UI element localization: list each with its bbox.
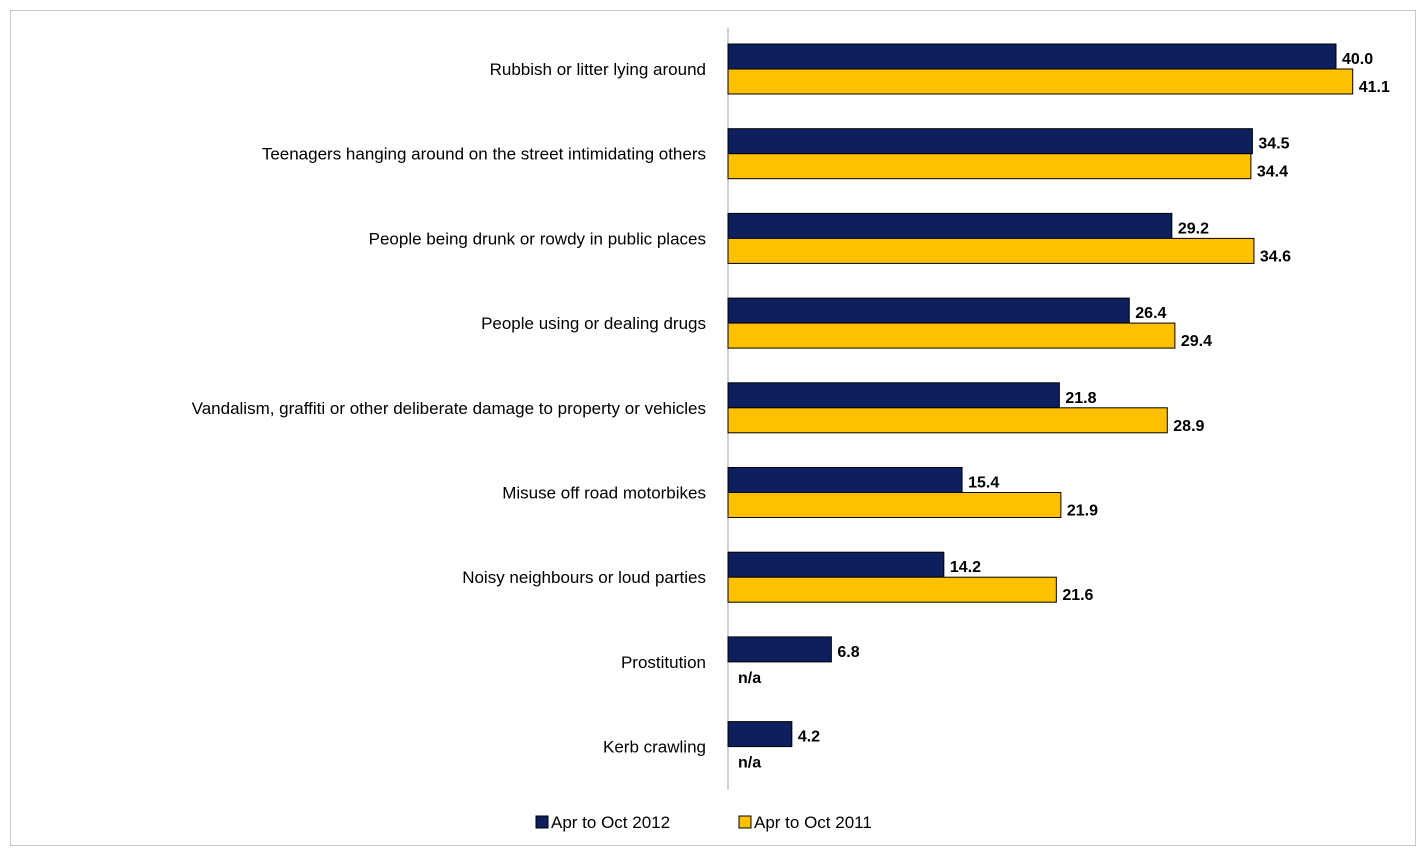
data-label: 21.8	[1065, 390, 1096, 407]
bar-series-2	[727, 153, 1252, 180]
category-label: Noisy neighbours or loud parties	[462, 568, 706, 587]
data-label: 34.5	[1258, 136, 1289, 153]
category-label: Prostitution	[621, 653, 706, 672]
legend-label: Apr to Oct 2012	[551, 813, 670, 832]
bar-series-2	[727, 492, 1062, 518]
data-label-na: n/a	[738, 755, 761, 772]
data-label: 41.1	[1359, 79, 1390, 96]
legend-label: Apr to Oct 2011	[754, 813, 872, 832]
data-label: 21.9	[1067, 503, 1098, 520]
legend: Apr to Oct 2012 Apr to Oct 2011	[535, 813, 872, 832]
chart-marks: Rubbish or litter lying around 40.0 41.1 Te…	[192, 43, 1390, 772]
bar-series-1	[727, 636, 832, 663]
data-label: 21.6	[1062, 587, 1093, 604]
legend-swatch	[535, 815, 549, 829]
data-label: 34.4	[1257, 164, 1288, 181]
bar-series-1	[727, 43, 1337, 70]
data-label: 6.8	[837, 644, 859, 661]
bar-series-1	[727, 551, 945, 578]
data-label: 40.0	[1342, 51, 1373, 68]
bar-series-2	[727, 68, 1354, 95]
bar-series-2	[727, 407, 1168, 434]
bar-series-2	[727, 237, 1255, 264]
category-label: People being drunk or rowdy in public pl…	[369, 229, 706, 248]
category-label: Kerb crawling	[603, 738, 706, 757]
category-label: Vandalism, graffiti or other deliberate …	[192, 399, 706, 418]
category-label: Misuse off road motorbikes	[502, 484, 706, 503]
bar-series-1	[727, 721, 793, 748]
category-label: Rubbish or litter lying around	[490, 60, 706, 79]
bar-series-1	[727, 382, 1060, 409]
bar-series-2	[727, 576, 1057, 603]
data-label: 28.9	[1173, 418, 1204, 435]
bar-series-1	[727, 212, 1173, 239]
bar-series-1	[727, 128, 1253, 155]
data-label: 15.4	[968, 475, 999, 492]
category-label: People using or dealing drugs	[481, 314, 706, 333]
bar-series-1	[727, 467, 963, 493]
data-label: 29.4	[1181, 333, 1212, 350]
bar-series-2	[727, 322, 1176, 349]
category-label: Teenagers hanging around on the street i…	[262, 145, 706, 164]
data-label: 4.2	[798, 729, 820, 746]
bar-series-1	[727, 297, 1130, 324]
legend-swatch	[738, 815, 752, 829]
data-label: 26.4	[1135, 305, 1166, 322]
data-label: 34.6	[1260, 248, 1291, 265]
data-label: 14.2	[950, 559, 981, 576]
data-label-na: n/a	[738, 670, 761, 687]
data-label: 29.2	[1178, 220, 1209, 237]
